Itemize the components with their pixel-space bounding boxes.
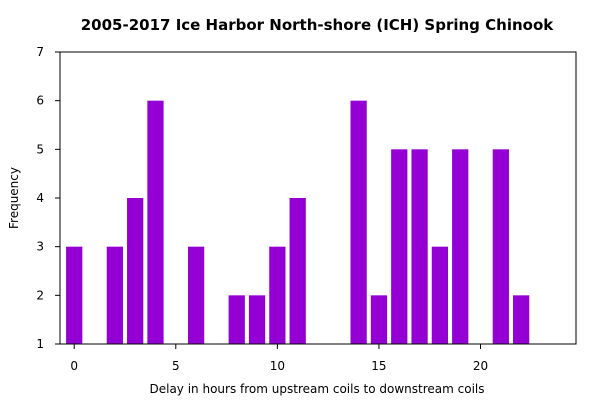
bars: [66, 100, 530, 344]
bar-21: [492, 149, 509, 344]
bar-18: [431, 246, 449, 344]
bar-15: [370, 295, 388, 344]
y-tick-label: 4: [36, 191, 44, 205]
bar-9: [248, 295, 266, 344]
bar-19: [452, 149, 469, 344]
bar-22: [513, 295, 530, 344]
bar-16: [391, 149, 408, 344]
y-tick-label: 3: [36, 240, 44, 254]
x-tick-label: 15: [371, 359, 386, 373]
bar-2: [106, 246, 123, 344]
bar-6: [187, 246, 205, 344]
bar-0: [66, 246, 83, 344]
y-tick-label: 6: [36, 94, 44, 108]
bar-11: [289, 198, 306, 344]
bar-14: [350, 100, 367, 344]
x-tick-label: 20: [473, 359, 488, 373]
chart-title: 2005-2017 Ice Harbor North-shore (ICH) S…: [81, 16, 554, 34]
y-tick-label: 7: [36, 45, 44, 59]
bar-3: [127, 198, 144, 344]
bar-10: [269, 246, 286, 344]
y-tick-label: 2: [36, 288, 44, 302]
y-tick-label: 1: [36, 337, 44, 351]
x-tick-label: 10: [270, 359, 285, 373]
bar-8: [228, 295, 245, 344]
bar-4: [147, 100, 164, 344]
y-tick-label: 5: [36, 142, 44, 156]
bar-17: [411, 149, 428, 344]
y-axis-ticks: 1 2 3 4 5 6 7: [36, 45, 60, 351]
x-tick-label: 5: [172, 359, 180, 373]
y-axis-label: Frequency: [7, 167, 21, 229]
x-tick-label: 0: [70, 359, 78, 373]
x-axis-ticks: 0 5 10 15 20: [70, 344, 488, 373]
x-axis-label: Delay in hours from upstream coils to do…: [149, 382, 484, 396]
